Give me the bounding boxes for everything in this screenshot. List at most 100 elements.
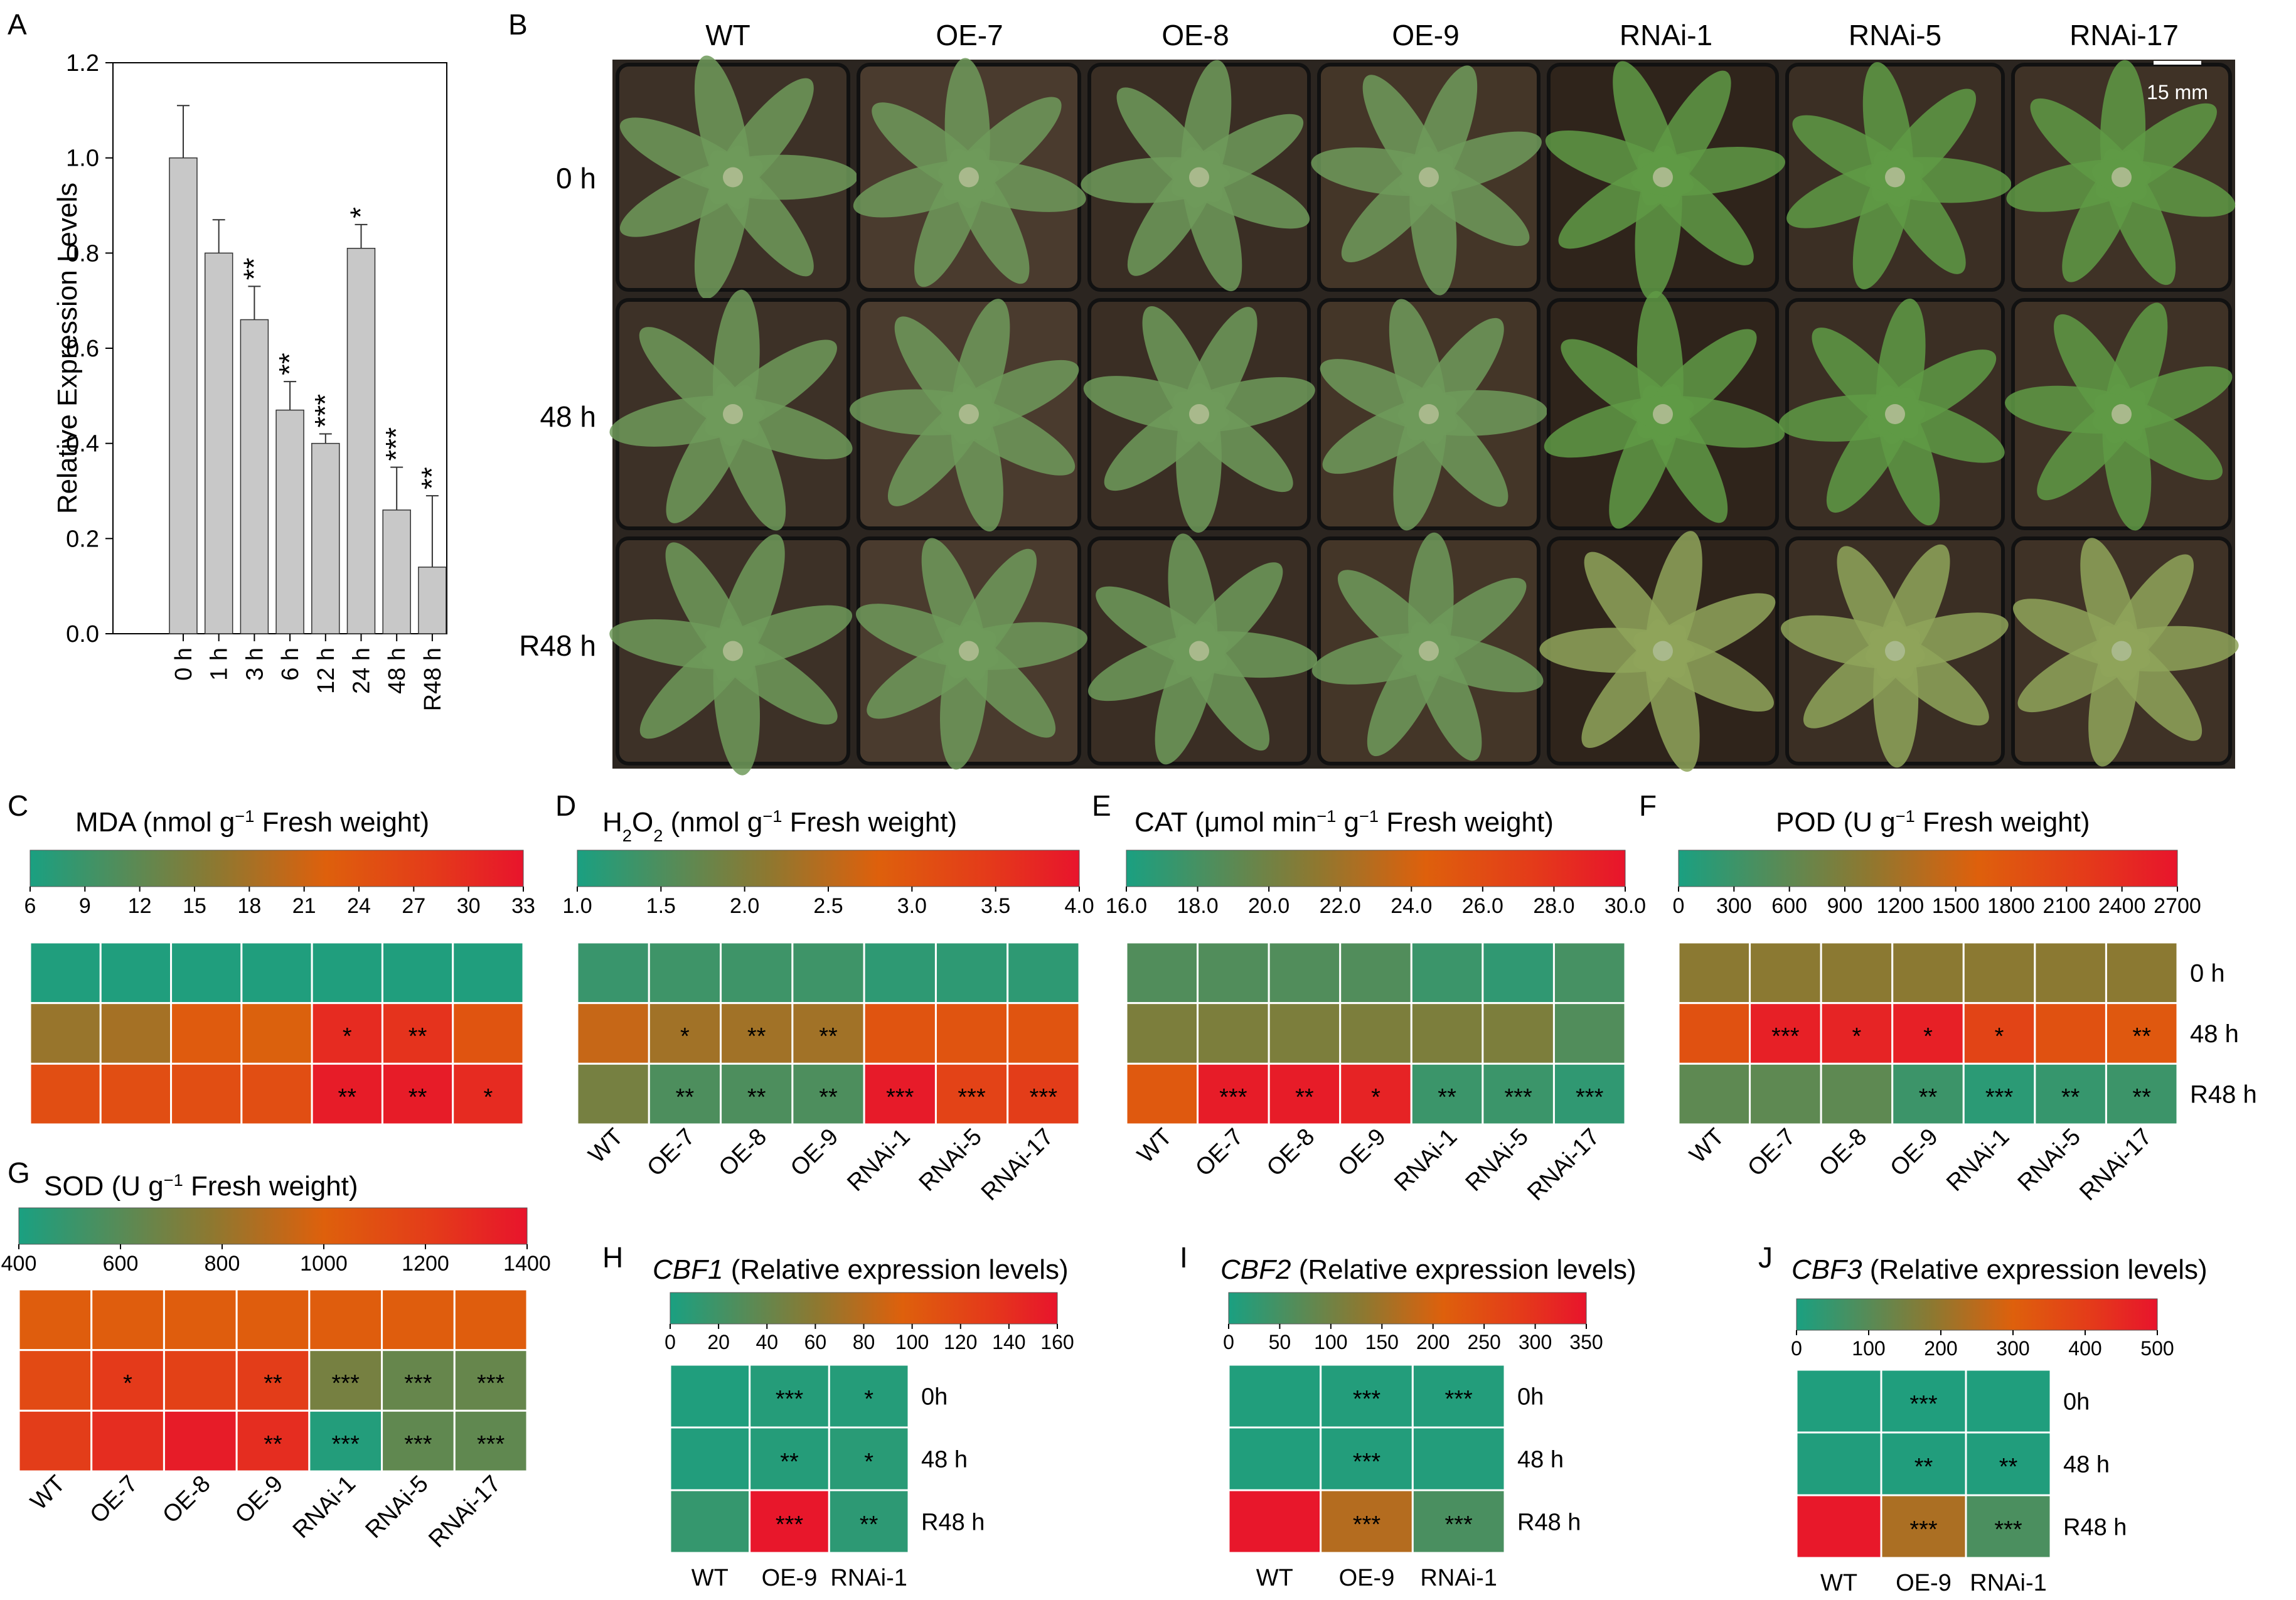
heatmap-cell [308,1409,383,1473]
heatmap-title: SOD (U g−1 Fresh weight) [44,1170,358,1202]
heatmap-cell [669,1426,751,1491]
title-part: −1 [1359,806,1379,826]
colorbar-tick-label: 300 [1716,894,1752,918]
significance-marker: *** [1353,1449,1381,1475]
colorbar-tick-label: 26.0 [1462,894,1503,918]
colorbar-tick-label: 600 [103,1252,139,1276]
colorbar-tick-label: 2.0 [730,894,759,918]
heatmap-cell [1227,1489,1322,1554]
x-tick-label: 12 h [313,648,339,694]
x-tick-label: 48 h [384,648,410,694]
title-part: CBF1 [653,1254,723,1285]
column-label: OE-7 [85,1471,143,1528]
significance-marker: * [344,207,377,218]
bar [418,567,447,634]
column-label: RNAi-5 [360,1471,433,1544]
title-part: Fresh weight) [183,1171,358,1202]
colorbar-tick-label: 33 [511,894,535,918]
heatmap-cell [453,1409,528,1473]
column-label: RNAi-1 [1420,1565,1497,1591]
y-tick-label: 1.2 [66,50,99,77]
column-label: OE-8 [1814,1124,1872,1181]
colorbar-tick-label: 350 [1569,1331,1603,1353]
colorbar-tick-label: 30 [457,894,481,918]
plant-center [959,641,979,661]
heatmap-title: MDA (nmol g−1 Fresh weight) [75,806,429,838]
significance-marker: *** [776,1386,804,1412]
heatmap-cell [170,1002,243,1065]
heatmap-cell [311,941,383,1005]
significance-marker: ** [408,1023,427,1050]
heatmap-cell [1411,1363,1506,1429]
significance-marker: *** [958,1084,986,1111]
heatmap-cell [1227,1426,1322,1491]
significance-marker: * [123,1370,132,1397]
row-label: R48 h [2063,1514,2127,1540]
significance-marker: * [1371,1084,1380,1111]
heatmap-cell [828,1363,910,1429]
column-label: OE-7 [642,1124,700,1181]
heatmap-cell [1552,941,1626,1005]
plant-center [1885,167,1905,188]
heatmap-cell [791,941,865,1005]
heatmap-cell [2034,1062,2107,1126]
significance-marker: *** [1444,1512,1473,1538]
heatmap-cell [749,1426,830,1491]
heatmap-cell [311,1062,383,1126]
heatmap-cell [1677,941,1751,1005]
colorbar-tick-label: 9 [79,894,91,918]
photo-column-header: RNAi-5 [1849,19,1941,51]
significance-marker: *** [1353,1386,1381,1412]
colorbar-tick-label: 18.0 [1177,894,1218,918]
panel-f-heatmap: POD (U g−1 Fresh weight) 0 300 600 900 1200 15… [1673,806,2257,1206]
y-tick-label: 1.0 [66,146,99,172]
heatmap-cell [163,1288,238,1352]
heatmap-title: H2O2 (nmol g−1 Fresh weight) [602,806,957,845]
significance-marker: * [483,1084,493,1111]
panel-d-heatmap: H2O2 (nmol g−1 Fresh weight)1.0 1.5 2.0 2.5… [562,806,1094,1206]
colorbar [1126,850,1626,887]
panel-letter-G: G [8,1156,30,1189]
colorbar-tick-label: 0 [665,1331,676,1353]
colorbar-tick-label: 1500 [1932,894,1980,918]
title-part: (nmol g [663,807,762,838]
significance-marker: * [864,1386,873,1412]
heatmap-cell [1820,941,1894,1005]
column-label: OE-9 [786,1124,843,1181]
colorbar-tick-label: 50 [1269,1331,1291,1353]
title-part: SOD (U g [44,1171,164,1202]
plant-center [959,167,979,188]
title-part: Fresh weight) [782,807,957,838]
colorbar-tick-label: 800 [205,1252,240,1276]
significance-marker: *** [1219,1084,1247,1111]
heatmap-title: CBF3 (Relative expression levels) [1791,1254,2208,1285]
x-tick-label: R48 h [420,648,446,711]
heatmap-cell [934,941,1009,1005]
significance-marker: *** [776,1512,804,1538]
colorbar-tick-label: 1400 [503,1252,551,1276]
significance-marker: ** [237,258,270,280]
colorbar-tick-label: 1200 [1877,894,1925,918]
column-label: RNAi-17 [424,1471,506,1553]
heatmap-cell [99,1002,173,1065]
heatmap-cell [2034,941,2107,1005]
row-label: 48 h [2190,1020,2239,1048]
column-label: OE-7 [1190,1124,1248,1181]
x-tick-label: 1 h [206,648,233,681]
panel-e-heatmap: CAT (μmol min−1 g−1 Fresh weight)16.0 18.… [1106,806,1646,1206]
significance-marker: ** [860,1512,878,1538]
photo-row-label: 0 h [556,162,596,195]
title-part: O [632,807,653,838]
leaf [1864,157,2012,203]
colorbar-tick-label: 24 [347,894,371,918]
colorbar-tick-label: 24.0 [1391,894,1432,918]
plant-center [1189,167,1209,188]
heatmap-cell [1962,1002,2036,1065]
heatmap-cell [720,1062,794,1126]
colorbar-tick-label: 6 [24,894,36,918]
title-part: −1 [1316,806,1336,826]
column-label: OE-8 [158,1471,215,1528]
column-label: WT [1256,1565,1293,1591]
colorbar [18,1207,528,1245]
significance-marker: ** [264,1370,282,1397]
